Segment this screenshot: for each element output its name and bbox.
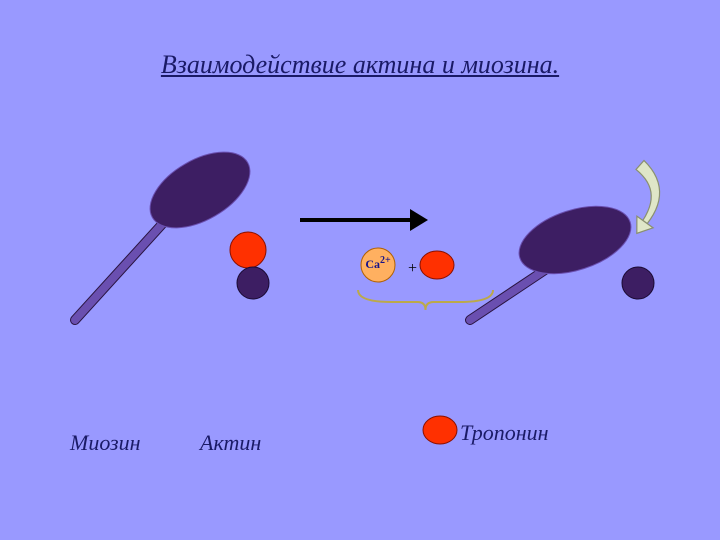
diagram-svg bbox=[0, 0, 720, 540]
plus-sign: + bbox=[408, 260, 417, 278]
label-troponin: Тропонин bbox=[460, 420, 549, 446]
label-myosin: Миозин bbox=[70, 430, 141, 456]
calcium-ion-label: Са2+ bbox=[363, 256, 393, 270]
label-actin: Актин bbox=[200, 430, 261, 456]
